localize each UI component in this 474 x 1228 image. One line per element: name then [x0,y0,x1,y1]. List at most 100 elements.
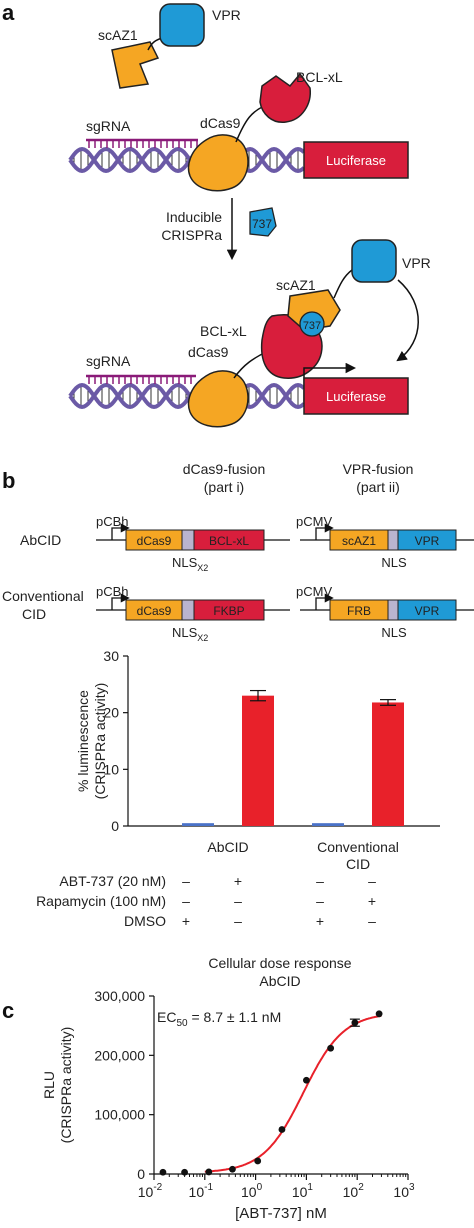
abt737-label: 737 [252,217,272,231]
bar [182,823,214,826]
group-label: AbCID [207,839,248,855]
treatment-label: ABT-737 (20 nM) [59,873,166,889]
panel-a-letter: a [2,0,15,25]
abt737-bound-label: 737 [303,320,321,332]
vpr-label-top: VPR [212,7,241,23]
vpr-segment-label: VPR [415,534,440,548]
x-tick-exponent: 0 [257,1182,263,1193]
sgrna-top [86,138,198,148]
conventional-row-label-line2: CID [22,606,46,622]
panel-c-letter: c [2,998,14,1023]
dna-strand [68,382,306,410]
dna-helix-bottom [68,382,306,410]
bclxl-label-top: BCL-xL [296,69,343,85]
construct-abcid-dcas9: pCBh dCas9 BCL-xL NLSX2 [96,514,290,573]
linker-bclxl-bottom [233,351,267,379]
treatment-sign: – [368,873,376,889]
vpr-label-bottom: VPR [402,255,431,271]
scaz1-segment-label: scAZ1 [342,534,376,548]
dcas9-label-top: dCas9 [200,115,241,131]
dcas9-protein-bottom [187,370,249,428]
data-point [303,1076,310,1084]
y-label-line: RLU [41,1071,57,1099]
dose-x-label: [ABT-737] nM [235,1205,327,1222]
group-label: CID [346,856,370,872]
inducible-transition: Inducible CRISPRa 737 [161,198,277,261]
promoter-label: pCBh [96,584,129,599]
treatment-label: Rapamycin (100 nM) [36,893,166,909]
scaz1-protein-top [111,41,160,89]
sgrna-label-top: sgRNA [86,118,131,134]
vpr-fusion-title-line1: VPR-fusion [343,461,414,477]
dna-strand [68,146,306,174]
luciferase-label-top: Luciferase [326,153,386,168]
construct-conventional-dcas9: pCBh dCas9 FKBP NLSX2 [96,584,290,643]
promoter-label: pCBh [96,514,129,529]
linker-vpr-bottom [333,269,353,299]
x-tick-base: 10 [138,1184,154,1200]
x-tick-base: 10 [292,1184,308,1200]
x-tick-label: 100 [241,1182,263,1200]
dna-strand [68,146,306,174]
treatment-sign: – [234,893,242,909]
nls-label: NLS [381,625,407,640]
construct-abcid-vpr: pCMV scAZ1 VPR NLS [296,514,474,570]
scaz1-label-bottom: scAZ1 [276,277,316,293]
x-tick-exponent: -2 [153,1182,162,1193]
abt737-bound [299,311,325,337]
x-tick-exponent: -1 [204,1182,213,1193]
data-point [205,1168,213,1176]
activation-arrow [396,279,419,362]
x-tick-label: 103 [393,1182,415,1200]
treatment-sign: + [234,873,242,889]
dose-y-label: RLU(CRISPRa activity) [41,1027,74,1144]
vpr-segment [397,529,457,551]
bar [312,823,344,826]
treatment-sign: – [182,873,190,889]
x-tick-label: 102 [343,1182,365,1200]
y-tick-label: 20 [103,705,119,721]
conventional-row-label-line1: Conventional [2,588,84,604]
y-tick-label: 200,000 [94,1047,145,1063]
treatment-sign: + [368,893,376,909]
bar-chart: 0 10 20 30 % luminescence(CRISPRa activity) A… [75,648,440,872]
y-tick-label: 30 [103,648,119,664]
abt737-molecule [249,207,277,237]
group-label: Conventional [317,839,399,855]
bar [242,695,274,826]
fkbp-segment [193,599,265,621]
treatment-sign: + [316,913,324,929]
x-tick-label: 101 [292,1182,314,1200]
ec50-annotation: EC50 = 8.7 ± 1.1 nM [157,1009,281,1029]
construct-conventional-vpr: pCMV FRB VPR NLS [296,584,474,640]
y-tick-label: 10 [103,761,119,777]
x-tick-exponent: 2 [358,1182,364,1193]
data-point [181,1168,188,1176]
y-tick-label: 100,000 [94,1107,145,1123]
data-point [327,1044,335,1052]
dcas9-fusion-title-line2: (part i) [204,479,244,495]
promoter-arrow [111,593,130,610]
promoter-arrow [111,523,130,540]
abcid-row-label: AbCID [20,532,61,548]
promoter-label: pCMV [296,584,332,599]
x-tick-label: 10-1 [189,1182,214,1200]
promoter-arrow [315,593,334,610]
x-tick-exponent: 1 [307,1182,313,1193]
data-point [278,1126,286,1133]
treatment-table: ABT-737 (20 nM) – + – –Rapamycin (100 nM) – – –… [36,873,376,929]
scaz1-label-top: scAZ1 [98,27,138,43]
luciferase-box-top [303,141,409,179]
data-point [375,1010,383,1018]
dna-helix-top [68,146,306,174]
y-label-line: % luminescence [75,690,91,792]
x-tick-label: 10-2 [138,1182,163,1200]
nls-segment [387,599,399,621]
dcas9-segment-label: dCas9 [137,534,172,548]
promoter-arrow [315,523,334,540]
y-tick-label: 300,000 [94,988,145,1004]
treatment-label: DMSO [124,913,166,929]
vpr-protein-top [159,3,205,47]
